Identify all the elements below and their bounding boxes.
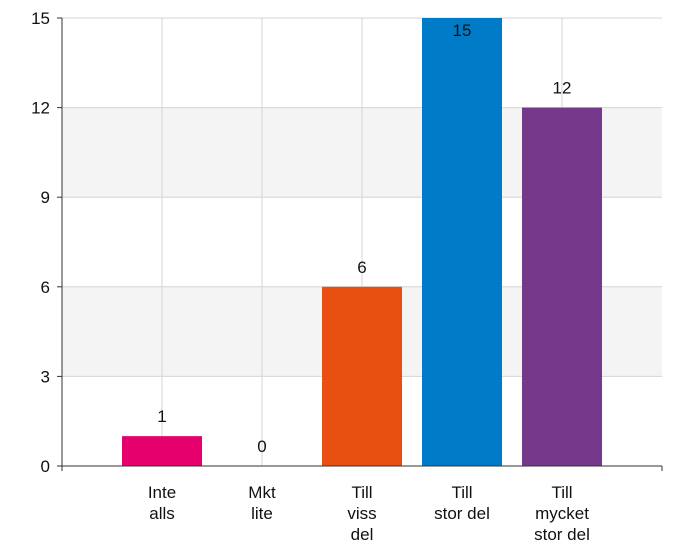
y-tick-label: 6	[41, 278, 50, 297]
x-tick-label: mycket	[535, 504, 589, 523]
bar	[122, 436, 202, 466]
x-tick-label: Till	[451, 483, 472, 502]
y-tick-label: 9	[41, 188, 50, 207]
x-tick-label: stor del	[534, 525, 590, 544]
x-tick-label: lite	[251, 504, 273, 523]
x-tick-label: alls	[149, 504, 175, 523]
value-label: 12	[553, 79, 572, 98]
x-tick-label: del	[351, 525, 374, 544]
y-tick-label: 0	[41, 457, 50, 476]
x-tick-label: Till	[551, 483, 572, 502]
value-label: 1	[157, 407, 166, 426]
x-tick-label: Mkt	[248, 483, 276, 502]
x-tick-label: Till	[351, 483, 372, 502]
y-tick-label: 15	[31, 9, 50, 28]
value-label: 6	[357, 258, 366, 277]
bar	[322, 286, 402, 466]
x-tick-label: Inte	[148, 483, 176, 502]
value-label: 15	[453, 21, 472, 40]
y-tick-label: 12	[31, 99, 50, 118]
bar	[422, 18, 502, 466]
y-tick-label: 3	[41, 367, 50, 386]
bar	[522, 107, 602, 466]
x-tick-label: stor del	[434, 504, 490, 523]
value-label: 0	[257, 437, 266, 456]
x-tick-label: viss	[347, 504, 376, 523]
